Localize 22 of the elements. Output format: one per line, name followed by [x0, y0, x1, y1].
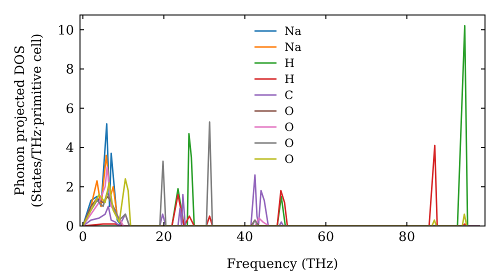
legend-label: O: [284, 104, 294, 118]
x-tick-label: 80: [398, 230, 416, 245]
y-tick-label: 2: [66, 180, 74, 196]
x-tick-label: 0: [78, 230, 87, 245]
legend-label: O: [284, 120, 294, 134]
legend-label: O: [284, 152, 294, 166]
y-axis-title: Phonon projected DOS (States/THz·primitive cell): [13, 33, 45, 208]
legend-label: H: [284, 56, 295, 70]
x-tick-label: 20: [156, 230, 172, 245]
x-tick-label: 40: [236, 230, 254, 245]
y-tick-label: 4: [66, 141, 74, 156]
legend-label: Na: [284, 24, 302, 38]
y-tick-label: 10: [57, 23, 74, 38]
x-tick-label: 60: [318, 230, 334, 245]
legend-label: C: [284, 88, 294, 102]
y-tick-label: 6: [66, 102, 74, 117]
y-tick-label: 8: [66, 62, 74, 78]
legend-label: H: [284, 72, 295, 86]
x-axis-title: Frequency (THz): [226, 257, 338, 272]
legend-label: O: [284, 136, 294, 150]
legend-label: Na: [284, 40, 302, 54]
y-tick-label: 0: [66, 220, 74, 235]
